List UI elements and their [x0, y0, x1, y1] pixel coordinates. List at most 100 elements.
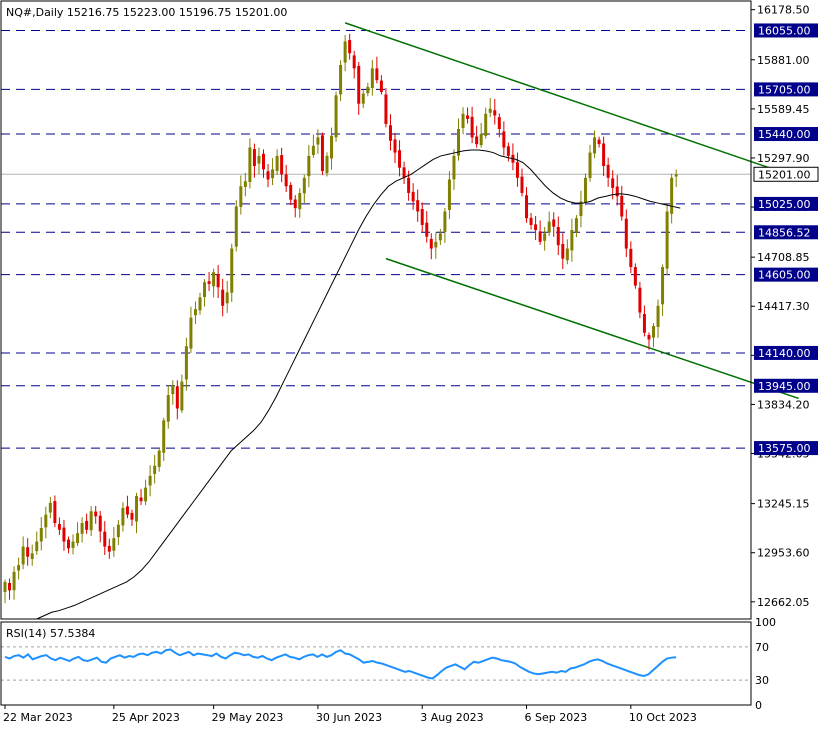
- candle-body: [488, 108, 492, 113]
- candle: [543, 227, 547, 251]
- candle-body: [665, 211, 669, 269]
- candle: [225, 280, 229, 313]
- candle: [53, 495, 57, 527]
- candle: [103, 521, 107, 555]
- candle-body: [425, 222, 429, 237]
- x-tick-label: 29 May 2023: [212, 711, 284, 724]
- candle: [393, 132, 397, 163]
- candle-body: [452, 155, 456, 180]
- candle: [266, 164, 270, 188]
- candle: [8, 578, 12, 600]
- candle-body: [330, 135, 334, 159]
- candle-body: [570, 230, 574, 251]
- candle: [602, 136, 606, 177]
- candle-body: [234, 206, 238, 247]
- y-tick-label: 15297.90: [757, 152, 810, 165]
- candle-body: [193, 309, 197, 316]
- candle: [125, 495, 129, 519]
- candle-body: [475, 136, 479, 145]
- candle: [642, 305, 646, 337]
- candle-body: [121, 507, 125, 526]
- candle: [670, 173, 674, 224]
- candle: [112, 526, 116, 557]
- candle: [647, 332, 651, 350]
- candle: [320, 132, 324, 175]
- candle: [62, 519, 66, 551]
- candle: [89, 506, 93, 537]
- candle: [570, 218, 574, 262]
- candle: [180, 374, 184, 413]
- candle: [234, 200, 238, 252]
- candle: [593, 130, 597, 159]
- candle: [597, 136, 601, 148]
- candle-body: [411, 191, 415, 202]
- level-label: 15025.00: [754, 196, 818, 211]
- candle-body: [271, 169, 275, 179]
- candle: [17, 557, 21, 580]
- candle-body: [361, 93, 365, 104]
- candle: [588, 144, 592, 182]
- y-tick-label: 14417.30: [757, 300, 810, 313]
- candle-body: [175, 386, 179, 409]
- candle: [243, 172, 247, 197]
- candle-body: [515, 162, 519, 178]
- candle-body: [230, 248, 234, 293]
- candle: [375, 56, 379, 84]
- candle-body: [370, 68, 374, 89]
- level-label: 13945.00: [754, 378, 818, 393]
- candle-body: [289, 184, 293, 200]
- candle-body: [611, 178, 615, 188]
- level-label-text: 14605.00: [758, 269, 811, 282]
- rsi-tick-label: 30: [755, 674, 769, 687]
- candle-body: [284, 174, 288, 187]
- candle-body: [243, 181, 247, 187]
- candle: [402, 161, 406, 185]
- x-tick-label: 10 Oct 2023: [629, 711, 697, 724]
- candle-body: [320, 135, 324, 172]
- candle-body: [670, 177, 674, 214]
- candle: [665, 203, 669, 276]
- candle: [370, 59, 374, 96]
- candle: [366, 82, 370, 97]
- candle-body: [112, 538, 116, 551]
- candle: [157, 447, 161, 472]
- y-tick-label: 15589.45: [757, 103, 810, 116]
- candle-body: [493, 110, 497, 116]
- candle: [547, 211, 551, 237]
- axis-layer: 16178.5015881.0015589.4515297.9015006.35…: [3, 4, 819, 724]
- candle-body: [629, 248, 633, 268]
- candle-body: [479, 134, 483, 146]
- candle: [579, 190, 583, 228]
- candle: [620, 185, 624, 221]
- candle: [565, 239, 569, 265]
- candle-body: [135, 496, 139, 522]
- candle-body: [348, 40, 352, 54]
- level-label: 15705.00: [754, 82, 818, 97]
- candle: [502, 121, 506, 156]
- candle: [343, 34, 347, 72]
- candle-body: [184, 346, 188, 380]
- candle: [615, 175, 619, 206]
- candle: [429, 233, 433, 260]
- candle-body: [352, 55, 356, 69]
- candle-body: [216, 273, 220, 288]
- candle-body: [620, 195, 624, 217]
- candle: [457, 118, 460, 161]
- candle: [248, 138, 252, 189]
- candle-body: [198, 297, 202, 311]
- candle: [606, 157, 610, 187]
- candle-body: [384, 94, 388, 124]
- candle: [311, 134, 315, 158]
- candle-body: [148, 475, 152, 486]
- candle: [488, 97, 492, 117]
- current-price-box: [753, 166, 819, 182]
- candle: [184, 337, 188, 391]
- candle: [388, 114, 392, 151]
- candle: [130, 509, 134, 526]
- candle: [139, 489, 143, 505]
- candle: [398, 140, 402, 177]
- candle-body: [470, 116, 474, 138]
- candle: [80, 517, 84, 543]
- y-tick-label: 13245.15: [757, 498, 810, 511]
- candle-body: [30, 553, 34, 559]
